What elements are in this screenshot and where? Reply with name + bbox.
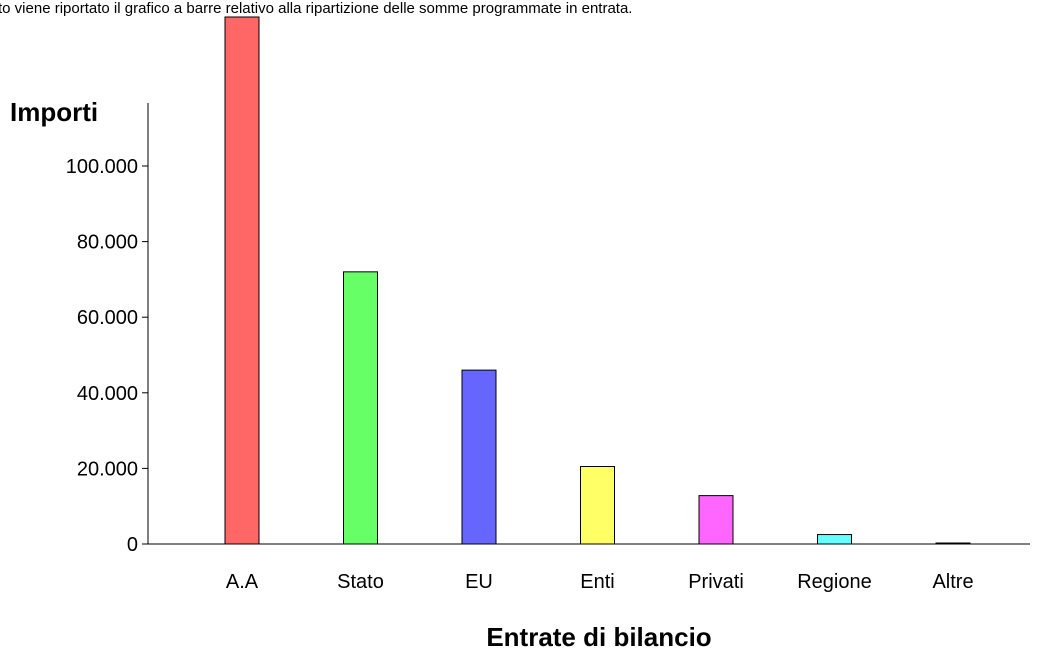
x-tick-label: Privati (688, 571, 744, 593)
bar-regione (817, 534, 852, 545)
y-tick-label: 20.000 (77, 458, 138, 480)
y-tick-label: 0 (127, 534, 138, 556)
bar-a-a (224, 16, 260, 545)
x-tick-label: Regione (797, 571, 872, 593)
bar-stato (343, 271, 378, 545)
x-tick-label: Stato (337, 571, 384, 593)
x-tick-label: Altre (932, 571, 973, 593)
y-tick-label: 80.000 (77, 232, 138, 254)
bar-eu (461, 369, 497, 545)
bar-privati (698, 495, 734, 545)
y-axis-title: Importi (10, 97, 98, 127)
x-ticks: A.A Stato EU Enti Privati Regione Altre (226, 571, 974, 593)
x-tick-label: A.A (226, 571, 259, 593)
y-tick-label: 100.000 (66, 156, 138, 178)
x-tick-label: Enti (580, 571, 614, 593)
bars (224, 16, 971, 545)
caption-text: to viene riportato il grafico a barre re… (0, 0, 633, 17)
y-tick-label: 60.000 (77, 307, 138, 329)
bar-altre (935, 542, 971, 545)
y-ticks: 0 20.000 40.000 60.000 80.000 100.000 (66, 156, 148, 556)
bar-enti (580, 466, 615, 545)
x-axis-title: Entrate di bilancio (486, 622, 711, 652)
y-tick-label: 40.000 (77, 383, 138, 405)
x-tick-label: EU (465, 571, 493, 593)
